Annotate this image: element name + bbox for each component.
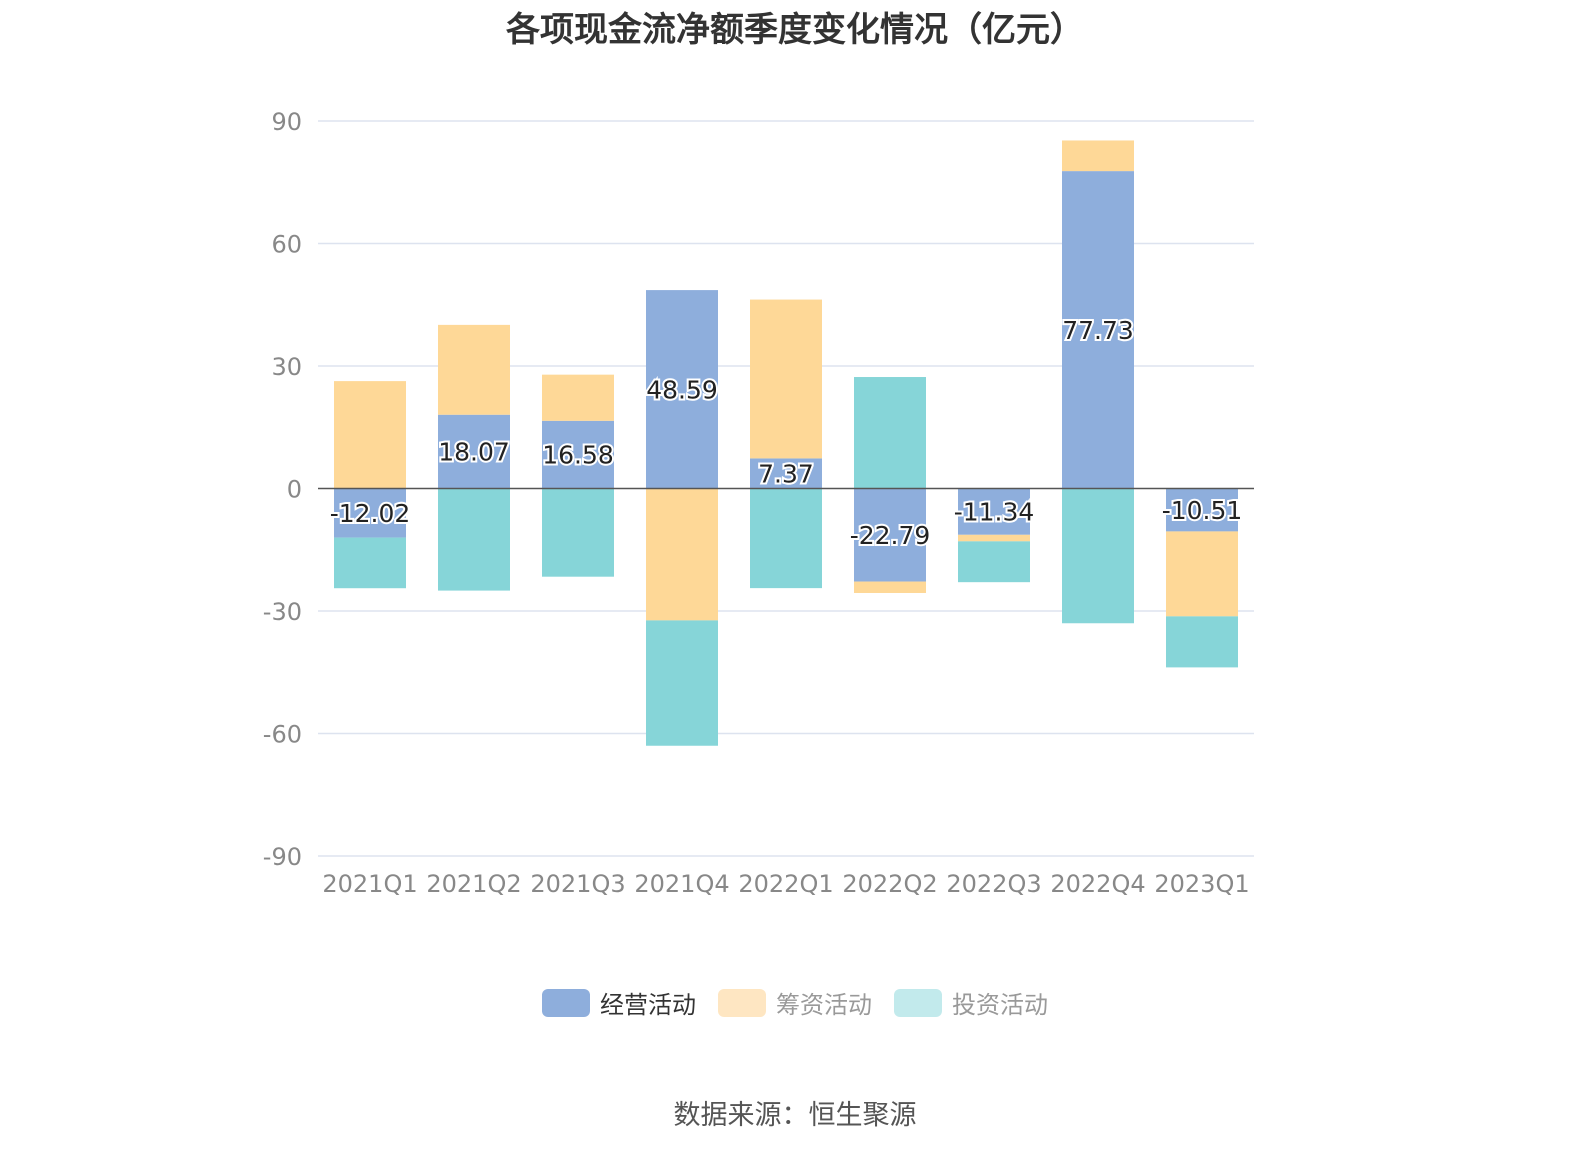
y-tick-label: 90 <box>271 108 302 136</box>
data-label: -10.51 <box>1162 496 1243 525</box>
x-tick-label: 2022Q4 <box>1050 870 1145 898</box>
data-source-note: 数据来源：恒生聚源 <box>673 1100 917 1131</box>
x-tick-label: 2021Q4 <box>634 870 729 898</box>
data-label: -11.34 <box>954 498 1035 527</box>
legend-label-operating: 经营活动 <box>600 991 696 1019</box>
bar-financing <box>1166 531 1238 617</box>
legend-label-financing: 筹资活动 <box>776 991 872 1019</box>
x-tick-label: 2021Q2 <box>426 870 521 898</box>
bar-financing <box>1062 140 1134 172</box>
data-label: 16.58 <box>542 441 614 470</box>
y-tick-label: 0 <box>287 476 302 504</box>
bar-financing <box>646 488 718 621</box>
bar-financing <box>854 581 926 593</box>
data-label: 48.59 <box>646 375 718 404</box>
bar-financing <box>750 299 822 459</box>
bar-operating <box>542 420 614 489</box>
legend-item-investing[interactable]: 投资活动 <box>894 985 1048 1020</box>
legend-item-financing[interactable]: 筹资活动 <box>718 985 872 1020</box>
bar-investing <box>438 488 510 591</box>
bar-operating <box>334 488 406 538</box>
data-label: 18.07 <box>438 438 510 467</box>
legend-item-operating[interactable]: 经营活动 <box>542 985 696 1020</box>
bar-financing <box>542 374 614 421</box>
legend: 经营活动 筹资活动 投资活动 <box>0 985 1590 1020</box>
data-label: -12.02 <box>330 499 411 528</box>
bar-financing <box>334 381 406 489</box>
bar-operating <box>646 290 718 489</box>
x-tick-label: 2021Q1 <box>322 870 417 898</box>
legend-swatch-investing <box>894 988 942 1017</box>
bar-investing <box>958 541 1030 583</box>
bar-operating <box>750 458 822 489</box>
bar-investing <box>1166 616 1238 668</box>
bar-operating <box>854 488 926 582</box>
bar-operating <box>1062 171 1134 489</box>
bar-investing <box>750 488 822 589</box>
bar-investing <box>854 377 926 489</box>
x-tick-label: 2023Q1 <box>1154 870 1249 898</box>
y-tick-label: -90 <box>263 843 302 871</box>
bar-operating <box>958 488 1030 535</box>
bar-operating <box>438 414 510 489</box>
x-tick-label: 2022Q2 <box>842 870 937 898</box>
bar-operating <box>1166 488 1238 532</box>
bar-financing <box>438 324 510 415</box>
x-tick-label: 2022Q3 <box>946 870 1041 898</box>
data-label: -22.79 <box>850 521 931 550</box>
legend-swatch-operating <box>542 988 590 1017</box>
x-tick-label: 2022Q1 <box>738 870 833 898</box>
legend-swatch-financing <box>718 988 766 1017</box>
chart-title: 各项现金流净额季度变化情况（亿元） <box>506 10 1084 50</box>
bar-investing <box>542 488 614 577</box>
y-tick-label: -60 <box>263 721 302 749</box>
bar-investing <box>334 537 406 589</box>
data-label: 7.37 <box>758 459 814 488</box>
bar-investing <box>646 620 718 746</box>
y-tick-label: 30 <box>271 353 302 381</box>
bar-financing <box>958 534 1030 542</box>
x-tick-label: 2021Q3 <box>530 870 625 898</box>
data-label: 77.73 <box>1062 316 1134 345</box>
bar-investing <box>1062 488 1134 624</box>
y-tick-label: 60 <box>271 231 302 259</box>
legend-label-investing: 投资活动 <box>952 991 1048 1019</box>
y-tick-label: -30 <box>263 598 302 626</box>
